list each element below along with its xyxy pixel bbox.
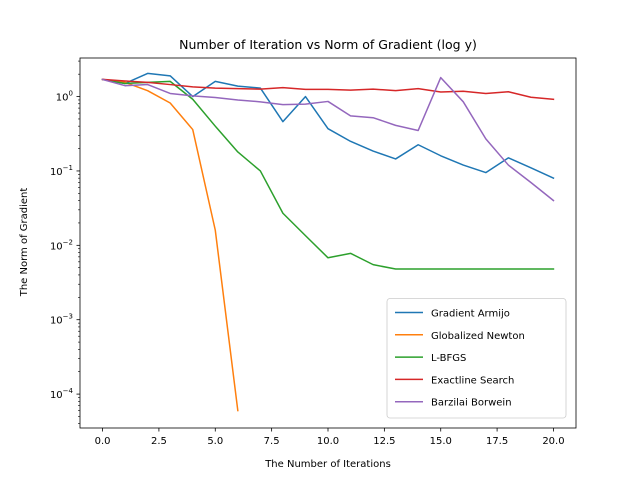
legend-label: Barzilai Borwein xyxy=(431,398,512,409)
x-tick-label: 12.5 xyxy=(373,436,395,447)
legend-label: Gradient Armijo xyxy=(431,309,510,320)
legend-label: Exactline Search xyxy=(431,375,514,386)
legend-box xyxy=(386,298,567,419)
legend-label: Globalized Newton xyxy=(431,331,525,342)
series-line-2 xyxy=(101,78,239,412)
x-tick-label: 15.0 xyxy=(430,436,452,447)
x-tick-label: 7.5 xyxy=(264,436,280,447)
y-tick-label: 100 xyxy=(56,90,73,104)
y-tick-label: 10−1 xyxy=(50,164,73,178)
series-line-1 xyxy=(101,72,555,180)
y-tick-label: 10−2 xyxy=(50,238,73,252)
x-axis-ticks: 0.0 2.5 5.0 7.5 10.0 12.5 15.0 17.5 20.0 xyxy=(95,428,565,447)
legend: Gradient Armijo Globalized Newton L-BFGS Ex… xyxy=(386,298,567,419)
series-group xyxy=(101,72,555,412)
series-line-3 xyxy=(101,78,555,270)
x-tick-label: 20.0 xyxy=(542,436,564,447)
x-axis-label: The Number of Iterations xyxy=(264,459,391,470)
y-axis-ticks: 10−4 10−3 10−2 10−1 100 xyxy=(50,60,80,424)
x-tick-label: 2.5 xyxy=(151,436,167,447)
series-line-5 xyxy=(101,76,555,202)
x-tick-label: 10.0 xyxy=(317,436,339,447)
x-tick-label: 5.0 xyxy=(207,436,223,447)
plot-frame xyxy=(79,57,577,429)
y-tick-label: 10−4 xyxy=(50,387,74,401)
series-line-4 xyxy=(101,78,555,101)
y-tick-label: 10−3 xyxy=(50,313,73,327)
x-tick-label: 17.5 xyxy=(486,436,508,447)
x-tick-label: 0.0 xyxy=(95,436,111,447)
chart-title: Number of Iteration vs Norm of Gradient … xyxy=(179,37,477,52)
legend-label: L-BFGS xyxy=(431,353,466,364)
y-axis-label: The Norm of Gradient xyxy=(19,188,30,298)
